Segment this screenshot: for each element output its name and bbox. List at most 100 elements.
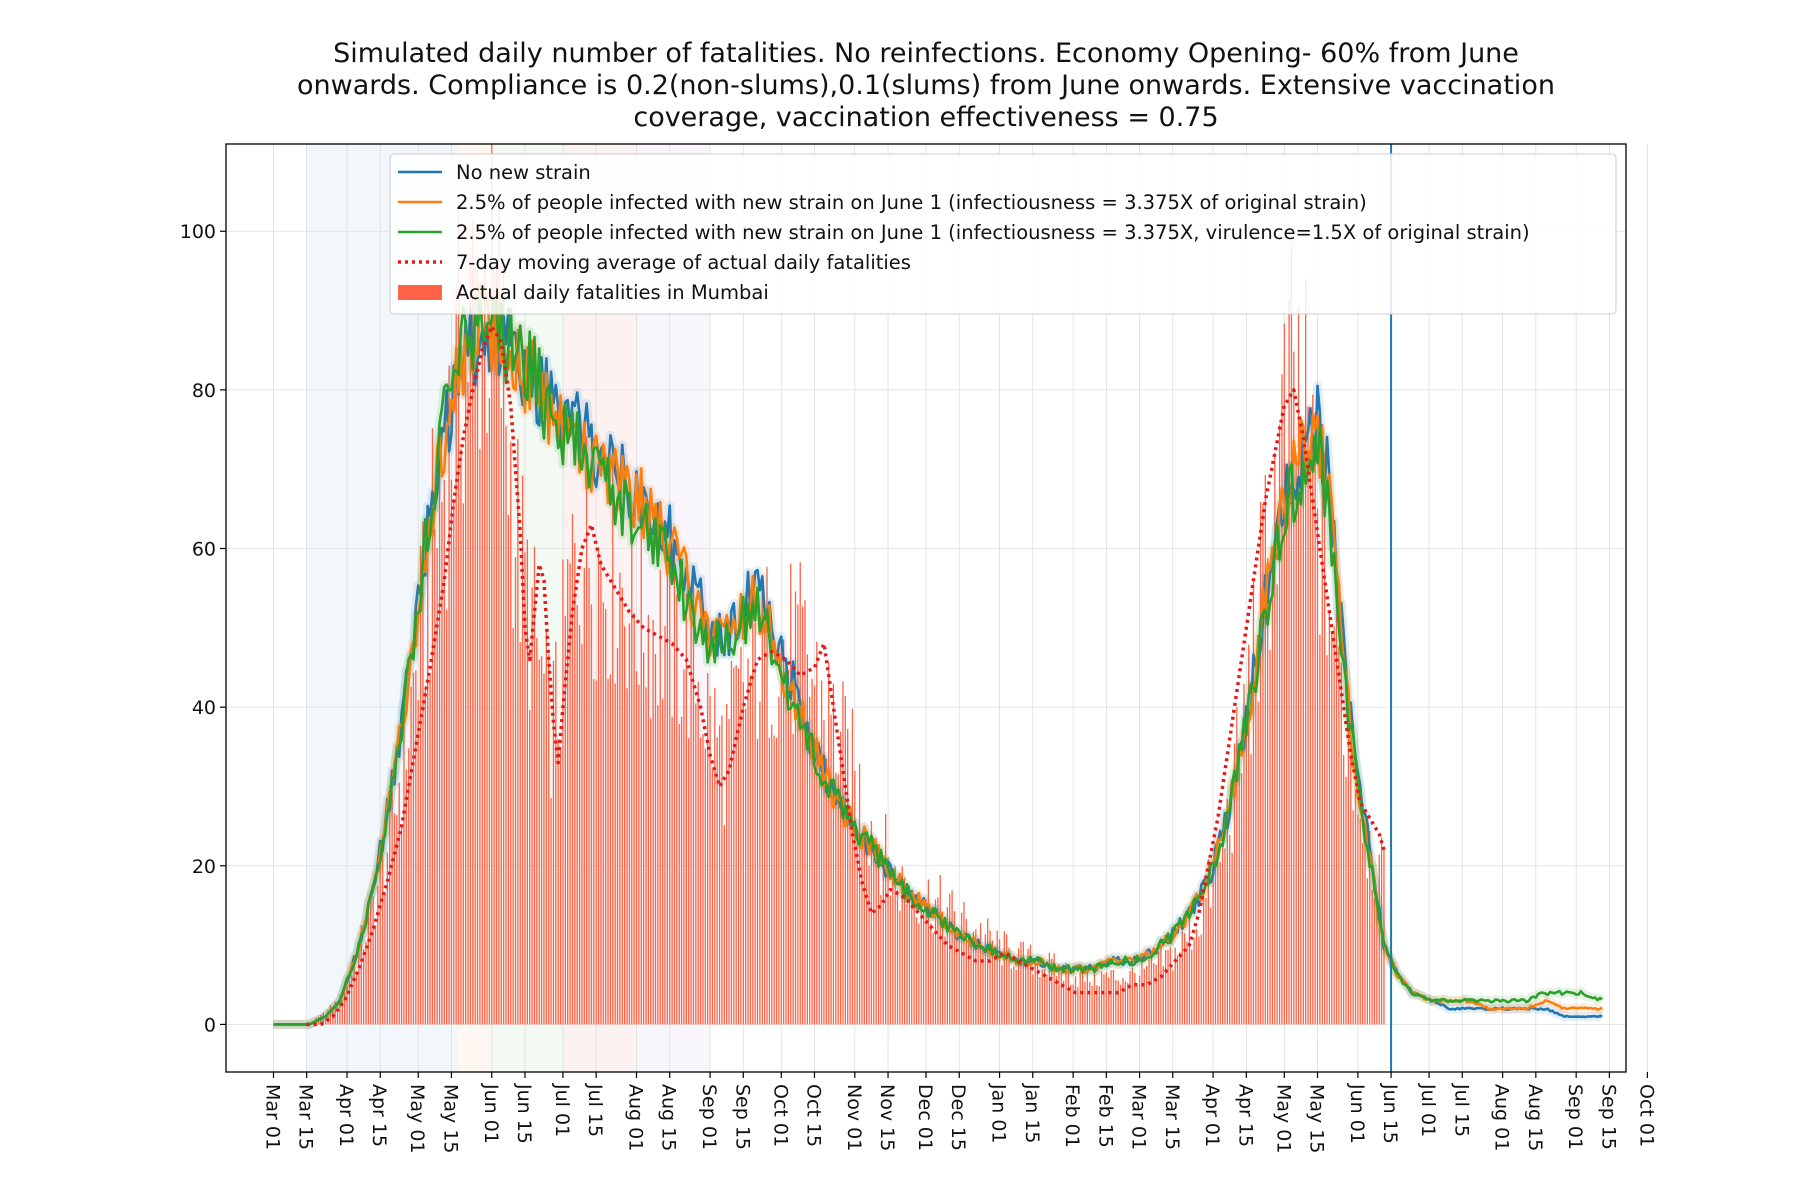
fatality-bar [498, 195, 500, 1025]
fatality-bar [730, 660, 733, 1025]
legend-label-new-strain-virulent: 2.5% of people infected with new strain … [456, 221, 1530, 244]
fatality-bar [984, 934, 986, 1025]
fatality-bar [842, 681, 844, 1025]
fatality-bar [1017, 948, 1020, 1025]
fatality-bar [422, 521, 424, 1025]
fatality-bar [1065, 963, 1067, 1025]
fatality-bar [768, 737, 771, 1025]
fatality-bar [1245, 734, 1247, 1025]
fatality-bar [647, 614, 650, 1025]
fatality-bar [707, 673, 709, 1025]
fatality-bar [1077, 986, 1079, 1025]
fatality-bar [448, 365, 450, 1025]
fatality-bar [1257, 701, 1259, 1025]
fatality-bar [389, 785, 391, 1025]
fatality-bar [723, 825, 725, 1025]
fatality-bar [1039, 976, 1041, 1025]
fatality-bar [799, 562, 801, 1025]
fatality-bar [925, 898, 927, 1025]
fatality-bar [1091, 985, 1093, 1025]
fatality-bar [775, 737, 778, 1025]
fatality-bar [1084, 981, 1086, 1025]
fatality-bar [524, 552, 526, 1025]
x-tick-label: Apr 15 [368, 1084, 390, 1147]
fatality-bar [569, 563, 571, 1025]
fatality-bar [1231, 852, 1233, 1025]
fatality-bar [763, 625, 766, 1025]
fatality-bar [911, 902, 913, 1025]
fatality-bar [740, 647, 742, 1025]
fatality-bar [844, 696, 846, 1025]
fatality-bar [491, 144, 493, 1025]
x-tick-label: Apr 01 [1201, 1084, 1223, 1147]
fatality-bar [472, 220, 474, 1025]
fatality-bar [1207, 858, 1210, 1025]
fatality-bar [1108, 977, 1110, 1025]
fatality-bar [1070, 984, 1072, 1025]
fatality-bar [581, 644, 583, 1025]
fatality-bar [1248, 644, 1250, 1025]
fatality-bar [377, 885, 379, 1025]
fatality-bar [994, 946, 996, 1025]
fatality-bar [1354, 789, 1357, 1025]
fatality-bar [436, 547, 438, 1025]
fatality-bar [1350, 756, 1352, 1025]
fatality-bar [1186, 941, 1188, 1025]
fatality-bar [666, 551, 669, 1025]
fatality-bar [1112, 969, 1115, 1025]
x-tick-label: Oct 01 [769, 1084, 791, 1147]
fatality-bar [699, 737, 702, 1025]
fatality-bar [1198, 936, 1200, 1025]
fatality-bar [358, 947, 360, 1025]
fatality-bar [811, 678, 813, 1025]
x-tick-label: Nov 01 [843, 1084, 865, 1151]
fatality-bar [1062, 980, 1065, 1025]
fatality-bar [1288, 299, 1290, 1025]
fatality-bar [908, 885, 911, 1025]
fatality-bar [1262, 503, 1264, 1025]
fatality-bar [1160, 946, 1162, 1025]
fatality-bar [628, 623, 631, 1025]
fatality-bar [657, 705, 659, 1025]
fatality-bar [638, 684, 640, 1025]
fatality-bar [1001, 965, 1003, 1025]
fatality-bar [664, 625, 666, 1025]
fatality-bar [847, 728, 849, 1025]
fatality-bar [941, 911, 944, 1025]
fatality-bar [550, 797, 552, 1025]
fatality-bar [481, 311, 483, 1025]
fatality-bar [650, 718, 652, 1025]
fatality-bar [1055, 976, 1058, 1025]
fatality-bar [659, 569, 661, 1025]
fatality-bar [737, 668, 740, 1025]
fatality-bar [351, 975, 353, 1025]
fatality-bar [391, 781, 393, 1025]
fatality-bar [521, 475, 524, 1025]
fatality-bar [1342, 755, 1345, 1025]
fatality-bar [417, 700, 419, 1025]
actual-fatality-bars [308, 144, 1385, 1025]
fatality-bar [583, 567, 585, 1025]
fatality-bar [1286, 475, 1288, 1025]
fatality-bar [652, 619, 654, 1025]
fatality-bar [640, 506, 642, 1025]
fatality-bar [1022, 941, 1024, 1025]
fatality-bar [742, 682, 744, 1025]
fatality-bar [932, 933, 934, 1025]
fatality-bar [424, 688, 426, 1025]
fatality-bar [877, 848, 880, 1025]
x-tick-label: Apr 01 [335, 1084, 357, 1147]
fatality-bar [512, 627, 514, 1025]
fatality-bar [408, 748, 410, 1025]
fatality-bar [465, 331, 467, 1025]
fatality-bar [1072, 984, 1074, 1025]
fatality-bar [1020, 941, 1022, 1025]
y-tick-label: 40 [192, 697, 216, 719]
fatality-bar [1255, 693, 1257, 1025]
fatality-bar [1345, 776, 1347, 1025]
fatality-bar [854, 770, 856, 1025]
fatality-bar [1338, 645, 1340, 1025]
fatality-bar [1169, 947, 1172, 1025]
fatality-bar [600, 559, 602, 1025]
fatality-bar [1081, 968, 1084, 1025]
